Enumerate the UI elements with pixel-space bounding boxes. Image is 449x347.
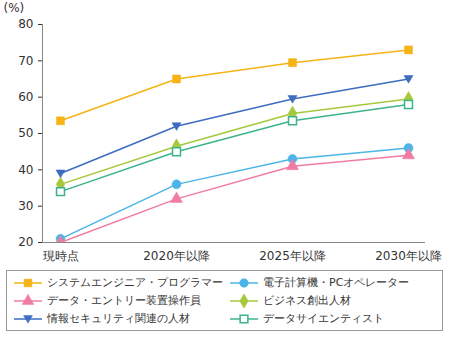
svg-text:80: 80	[18, 17, 33, 31]
svg-text:2030年以降: 2030年以降	[375, 249, 442, 263]
svg-text:20: 20	[18, 235, 33, 249]
html-text:ビジネス創出人材: ビジネス創出人材	[263, 294, 351, 307]
svg-text:40: 40	[18, 163, 33, 177]
html-text:システムエンジニア・プログラマー: システムエンジニア・プログラマー	[47, 276, 223, 289]
svg-text:50: 50	[18, 126, 33, 140]
html-text:電子計算機・PCオペレーター: 電子計算機・PCオペレーター	[263, 276, 410, 289]
svg-text:30: 30	[18, 199, 33, 213]
svg-text:現時点: 現時点	[43, 249, 79, 263]
svg-text:2025年以降: 2025年以降	[259, 249, 326, 263]
svg-text:(%): (%)	[4, 1, 25, 15]
html-text:データ・エントリー装置操作員: データ・エントリー装置操作員	[47, 294, 201, 307]
svg-text:70: 70	[18, 54, 33, 68]
svg-text:2020年以降: 2020年以降	[143, 249, 210, 263]
html-text:情報セキュリティ関連の人材: 情報セキュリティ関連の人材	[47, 312, 190, 325]
svg-text:60: 60	[18, 90, 33, 104]
html-text:データサイエンティスト: データサイエンティスト	[263, 312, 384, 325]
